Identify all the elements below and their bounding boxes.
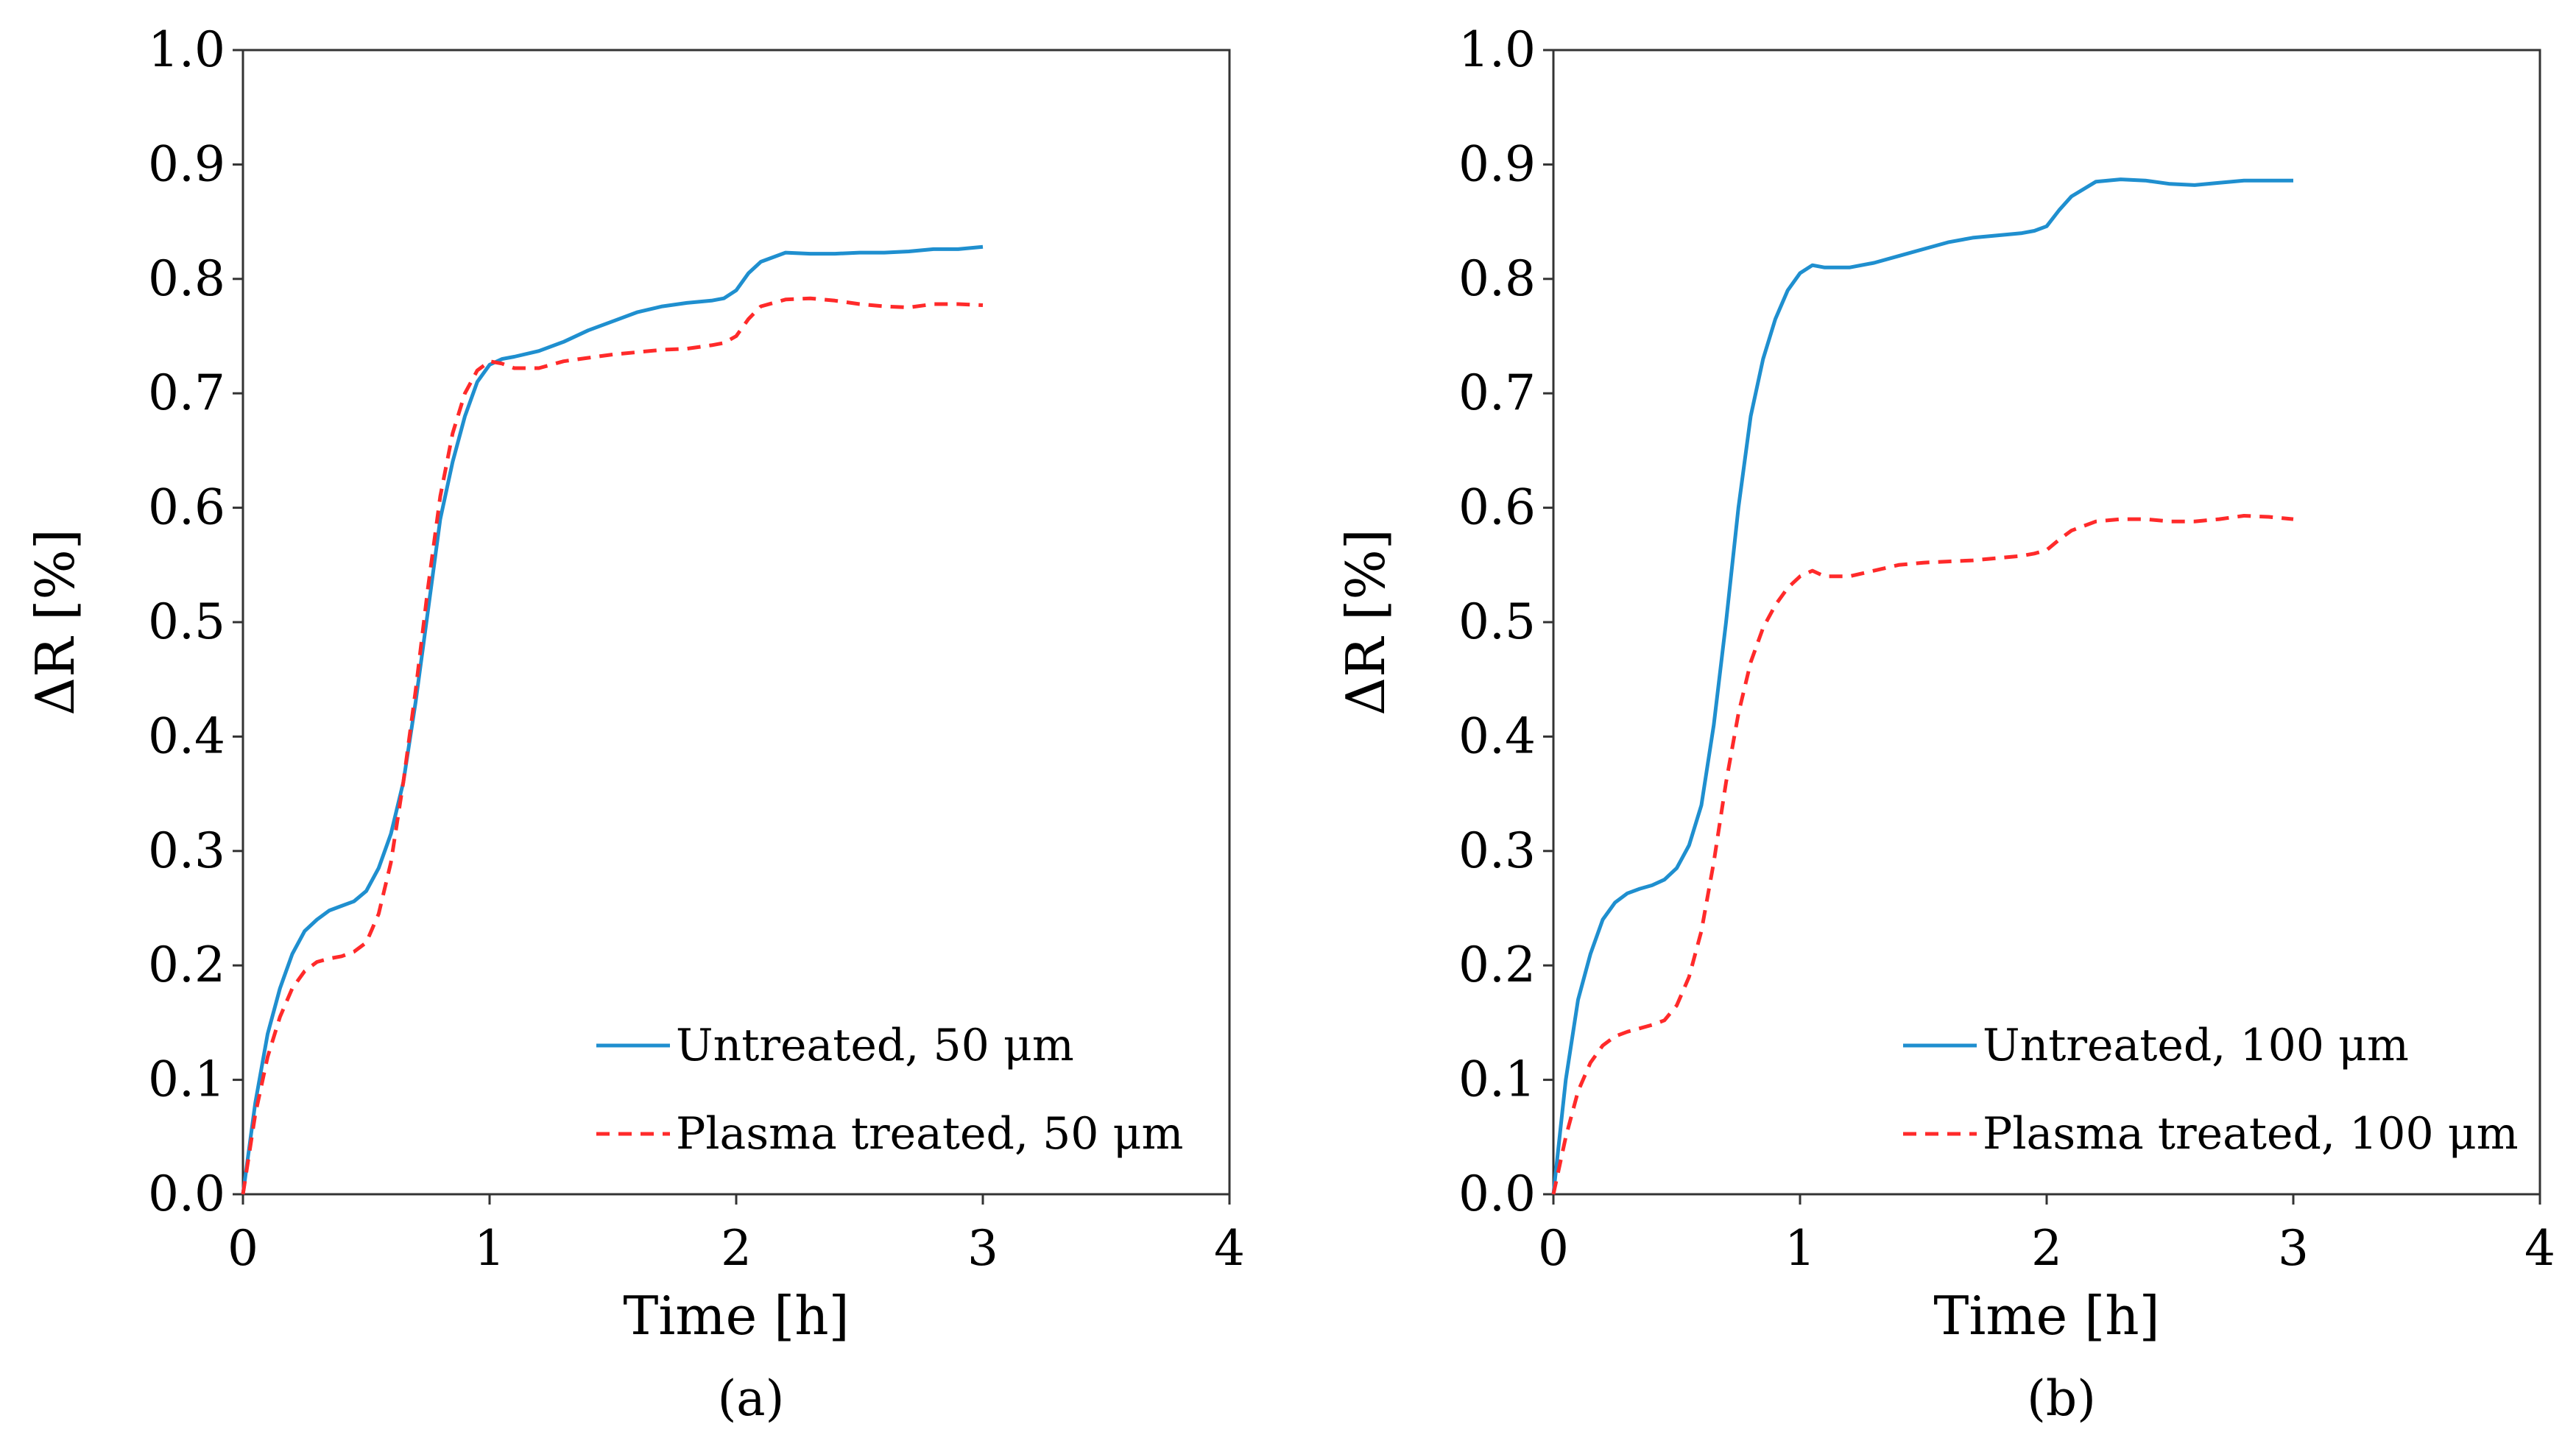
y-axis-title: ΔR [%] (24, 529, 86, 716)
x-tick-label: 1 (474, 1220, 505, 1277)
x-tick-label: 3 (2278, 1220, 2309, 1277)
legend-label-2: Plasma treated, 50 μm (676, 1108, 1183, 1160)
y-tick-label: 0.3 (148, 822, 225, 879)
y-tick-label: 0.9 (1458, 135, 1536, 192)
x-tick-label: 3 (967, 1220, 998, 1277)
legend-label-1: Untreated, 100 μm (1983, 1020, 2409, 1071)
y-tick-label: 0.5 (1458, 593, 1536, 650)
y-tick-label: 0.6 (1458, 479, 1536, 536)
y-tick-label: 0.8 (1458, 250, 1536, 307)
y-tick-label: 0.1 (148, 1051, 225, 1108)
y-tick-label: 0.7 (1458, 364, 1536, 421)
y-tick-label: 0.4 (148, 708, 225, 764)
y-tick-label: 0.4 (1458, 708, 1536, 764)
x-tick-label: 1 (1785, 1220, 1815, 1277)
x-tick-label: 4 (2524, 1220, 2555, 1277)
series-line-1 (1551, 177, 2293, 1195)
y-tick-label: 0.0 (1458, 1166, 1536, 1222)
legend-label-1: Untreated, 50 μm (676, 1020, 1074, 1071)
x-tick-label: 0 (1538, 1220, 1569, 1277)
y-tick-label: 0.6 (148, 479, 225, 536)
x-tick-label: 0 (227, 1220, 258, 1277)
legend-label-2: Plasma treated, 100 μm (1983, 1108, 2519, 1160)
chart-panel-2: 0.0 0.1 0.2 0.3 0.4 0.5 0.6 0.7 0.8 0.9 1.0 0 1 2 3 4 Ti… (1335, 21, 2555, 1427)
series-line-2 (241, 296, 984, 1195)
y-tick-label: 0.7 (148, 364, 225, 421)
x-axis-title: Time [h] (623, 1285, 849, 1347)
x-tick-label: 2 (2031, 1220, 2062, 1277)
y-tick-label: 0.8 (148, 250, 225, 307)
series-line-1 (241, 244, 984, 1195)
y-tick-label: 0.5 (148, 593, 225, 650)
chart-panel-1: 0.0 0.1 0.2 0.3 0.4 0.5 0.6 0.7 0.8 0.9 1.0 0 1 2 3 4 Ti… (24, 21, 1245, 1427)
y-axis-title: ΔR [%] (1335, 529, 1397, 716)
y-tick-label: 0.3 (1458, 822, 1536, 879)
x-tick-label: 2 (721, 1220, 752, 1277)
panel-label: (a) (718, 1370, 785, 1427)
y-tick-label: 0.0 (148, 1166, 225, 1222)
x-axis-title: Time [h] (1933, 1285, 2159, 1347)
y-tick-label: 1.0 (148, 21, 225, 78)
y-tick-label: 0.1 (1458, 1051, 1536, 1108)
x-tick-label: 4 (1214, 1220, 1245, 1277)
y-tick-label: 0.2 (1458, 937, 1536, 993)
series-line-2 (1551, 514, 2294, 1195)
y-tick-label: 0.9 (148, 135, 225, 192)
y-tick-label: 1.0 (1458, 21, 1536, 78)
panel-label: (b) (2027, 1370, 2096, 1427)
y-tick-label: 0.2 (148, 937, 225, 993)
